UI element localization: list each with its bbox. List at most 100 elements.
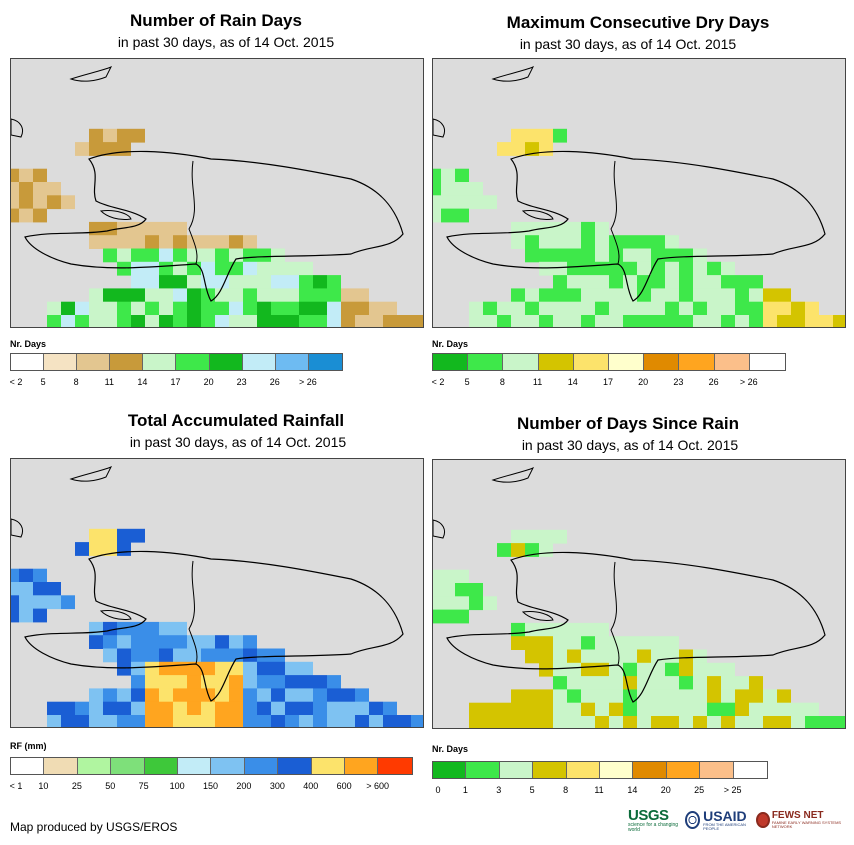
grid-cell xyxy=(201,675,215,689)
grid-cell xyxy=(609,676,623,690)
grid-cell xyxy=(651,288,665,303)
grid-cell xyxy=(19,195,33,210)
grid-cell xyxy=(103,688,117,703)
grid-cell xyxy=(11,195,19,210)
legend-title-max-dry-days: Nr. Days xyxy=(432,339,469,349)
legend-swatch xyxy=(466,762,500,778)
grid-cell xyxy=(215,261,229,276)
grid-cell xyxy=(201,661,215,676)
grid-cell xyxy=(609,689,623,704)
grid-cell xyxy=(637,235,651,249)
grid-cell xyxy=(285,288,299,303)
grid-cell xyxy=(651,702,665,717)
grid-cell xyxy=(483,195,497,210)
grid-cell xyxy=(61,595,75,610)
grid-cell xyxy=(665,716,679,728)
grid-cell xyxy=(47,182,61,196)
panel-title-max-dry-days: Maximum Consecutive Dry Days xyxy=(506,13,770,32)
grid-cell xyxy=(327,301,341,316)
grid-cell xyxy=(469,596,483,611)
grid-cell xyxy=(595,622,609,637)
grid-cell xyxy=(187,288,201,303)
grid-cell xyxy=(215,315,229,327)
grid-cell xyxy=(159,315,173,327)
grid-cell xyxy=(763,288,777,303)
grid-cell xyxy=(651,716,665,728)
grid-cell xyxy=(567,689,581,704)
grid-cell xyxy=(433,182,441,196)
grid-cell xyxy=(433,195,441,210)
grid-cell xyxy=(637,676,651,690)
grid-cell xyxy=(355,288,369,303)
grid-cell xyxy=(173,235,187,249)
grid-cell xyxy=(145,315,159,327)
grid-cell xyxy=(173,261,187,276)
grid-cell xyxy=(229,315,243,327)
grid-cell xyxy=(833,716,845,728)
grid-cell xyxy=(341,701,355,716)
grid-cell xyxy=(665,275,679,289)
grid-cell xyxy=(229,675,243,689)
grid-cell xyxy=(679,301,693,316)
grid-cell xyxy=(791,315,805,327)
grid-cell xyxy=(257,301,271,316)
grid-cell xyxy=(145,675,159,689)
grid-cell xyxy=(665,288,679,303)
grid-cell xyxy=(369,715,383,727)
grid-cell xyxy=(539,221,553,236)
grid-cell xyxy=(201,701,215,716)
grid-cell xyxy=(131,701,145,716)
legend-swatch xyxy=(242,354,276,370)
grid-cell xyxy=(749,716,763,728)
grid-cell xyxy=(707,702,721,717)
grid-cell xyxy=(173,248,187,263)
grid-cell xyxy=(469,702,483,717)
grid-cell xyxy=(525,221,539,236)
grid-cell xyxy=(623,702,637,717)
grid-cell xyxy=(539,702,553,717)
grid-cell xyxy=(159,221,173,236)
grid-cell xyxy=(271,315,285,327)
grid-cell xyxy=(117,661,131,676)
grid-cell xyxy=(131,288,145,303)
usgs-logo: USGS science for a changing world xyxy=(628,808,679,833)
grid-cell xyxy=(735,315,749,327)
legend-swatch xyxy=(499,762,534,778)
grid-cell xyxy=(637,315,651,327)
legend-label: > 25 xyxy=(723,785,742,795)
grid-cell xyxy=(637,261,651,276)
grid-cell xyxy=(539,128,553,143)
grid-cell xyxy=(693,662,707,677)
map-max-dry-days xyxy=(432,58,846,328)
grid-cell xyxy=(665,261,679,276)
grid-cell xyxy=(553,128,567,143)
grid-cell xyxy=(131,635,145,649)
legend-swatch xyxy=(111,758,145,774)
grid-cell xyxy=(525,702,539,717)
grid-cell xyxy=(483,702,497,717)
grid-cell xyxy=(243,315,257,327)
border-outline xyxy=(188,560,198,665)
legend-swatch xyxy=(278,758,312,774)
legend-swatch xyxy=(679,354,715,370)
panel-subtitle-rain-days: in past 30 days, as of 14 Oct. 2015 xyxy=(117,34,335,50)
grid-cell xyxy=(159,248,173,263)
grid-cell xyxy=(131,688,145,703)
legend-title-total-rainfall: RF (mm) xyxy=(10,741,47,751)
grid-cell xyxy=(581,235,595,249)
grid-cell xyxy=(173,315,187,327)
grid-cell xyxy=(397,715,411,727)
legend-swatch xyxy=(608,354,645,370)
grid-cell xyxy=(159,261,173,276)
grid-cell xyxy=(215,248,229,263)
grid-cell xyxy=(299,661,313,676)
grid-cell xyxy=(103,248,117,263)
grid-cell xyxy=(11,208,19,223)
grid-cell xyxy=(665,301,679,316)
grid-cell xyxy=(567,235,581,249)
grid-cell xyxy=(19,182,33,196)
grid-cell xyxy=(215,715,229,727)
grid-cell xyxy=(383,315,397,327)
grid-cell xyxy=(117,235,131,249)
grid-cell xyxy=(117,528,131,543)
